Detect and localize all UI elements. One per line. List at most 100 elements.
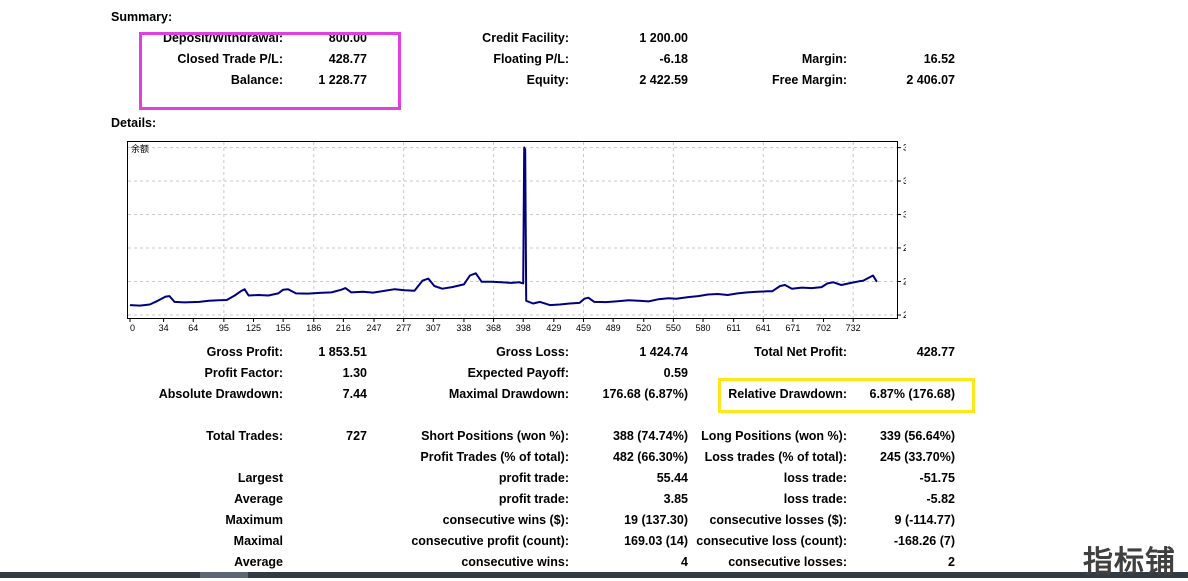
x-tick-label: 580: [696, 323, 711, 333]
stat-value: 176.68 (6.87%): [602, 387, 688, 401]
summary-value: 1 228.77: [318, 73, 367, 87]
stat-value: 19 (137.30): [624, 513, 688, 527]
stat-value: 6.87% (176.68): [869, 387, 955, 401]
x-axis-ticks: 0 34 64 95 125 155 186 216 247 277 307 338 368 398 429…: [129, 318, 861, 333]
x-tick-label: 702: [816, 323, 831, 333]
stat-label: consecutive wins ($):: [442, 513, 569, 527]
stat-label: Profit Factor:: [204, 366, 283, 380]
stat-label: Maximum: [225, 513, 283, 527]
stat-value: 388 (74.74%): [612, 429, 688, 443]
x-tick-label: 64: [188, 323, 198, 333]
summary-value: 428.77: [328, 52, 367, 66]
stat-value: -168.26 (7): [893, 534, 955, 548]
stat-value: 727: [346, 429, 367, 443]
x-tick-label: 34: [159, 323, 169, 333]
stat-value: 3.85: [663, 492, 688, 506]
summary-value: 16.52: [923, 52, 955, 66]
stat-label: Maximal: [233, 534, 283, 548]
x-tick-label: 307: [426, 323, 441, 333]
x-tick-label: 489: [606, 323, 621, 333]
x-tick-label: 186: [306, 323, 321, 333]
stat-value: 4: [681, 555, 688, 569]
y-tick-label: 3066: [903, 210, 906, 220]
stat-value: -51.75: [919, 471, 955, 485]
x-tick-label: 429: [546, 323, 561, 333]
stat-value: 428.77: [916, 345, 955, 359]
summary-label: Balance:: [230, 73, 283, 87]
x-tick-label: 732: [846, 323, 861, 333]
summary-value: -6.18: [659, 52, 689, 66]
x-tick-label: 520: [636, 323, 651, 333]
x-tick-label: 0: [130, 323, 135, 333]
summary-label: Equity:: [526, 73, 569, 87]
watermark-logo: 指标铺: [1083, 545, 1176, 580]
taskbar-strip: [0, 572, 1188, 578]
stat-label: Maximal Drawdown:: [448, 387, 569, 401]
chart-series: [129, 146, 878, 307]
summary-value: 1 200.00: [639, 31, 688, 45]
balance-series-line: [129, 146, 878, 307]
x-tick-label: 216: [336, 323, 351, 333]
stat-label: profit trade:: [498, 471, 569, 485]
stat-value: 1 853.51: [318, 345, 367, 359]
stat-label: Total Net Profit:: [754, 345, 847, 359]
x-tick-label: 247: [367, 323, 382, 333]
summary-label: Closed Trade P/L:: [177, 52, 283, 66]
stat-value: 9 (-114.77): [894, 513, 955, 527]
stat-label: Expected Payoff:: [467, 366, 569, 380]
x-tick-label: 338: [456, 323, 471, 333]
x-tick-label: 671: [785, 323, 800, 333]
stat-label: consecutive wins:: [461, 555, 569, 569]
y-tick-label: 2116: [903, 310, 906, 320]
stat-label: loss trade:: [783, 492, 847, 506]
x-tick-label: 155: [276, 323, 291, 333]
y-tick-label: 3699: [903, 143, 906, 153]
x-tick-label: 459: [576, 323, 591, 333]
stat-value: 1 424.74: [639, 345, 688, 359]
x-tick-label: 368: [486, 323, 501, 333]
x-tick-label: 550: [666, 323, 681, 333]
x-tick-label: 277: [396, 323, 411, 333]
summary-label: Margin:: [801, 52, 847, 66]
stat-label: Loss trades (% of total):: [704, 450, 847, 464]
relative-drawdown-highlight-box: [718, 378, 975, 413]
stat-value: 339 (56.64%): [879, 429, 955, 443]
x-tick-label: 398: [516, 323, 531, 333]
stat-label: Gross Profit:: [206, 345, 283, 359]
stat-value: 0.59: [663, 366, 688, 380]
x-tick-label: 125: [246, 323, 261, 333]
y-tick-label: 2433: [903, 276, 906, 286]
stat-value: 169.03 (14): [624, 534, 688, 548]
taskbar-segment: [200, 572, 248, 578]
stat-label: profit trade:: [498, 492, 569, 506]
stat-label: Relative Drawdown:: [728, 387, 847, 401]
stat-value: 482 (66.30%): [612, 450, 688, 464]
stat-label: Long Positions (won %):: [701, 429, 847, 443]
stat-label: Total Trades:: [206, 429, 283, 443]
stat-value: -5.82: [926, 492, 956, 506]
stat-label: consecutive losses:: [728, 555, 847, 569]
stat-value: 55.44: [656, 471, 688, 485]
x-tick-label: 95: [219, 323, 229, 333]
stat-label: Largest: [237, 471, 283, 485]
summary-label: Credit Facility:: [482, 31, 569, 45]
plot-frame: [127, 141, 898, 319]
stat-value: 1.30: [342, 366, 367, 380]
summary-highlight-box: [139, 32, 401, 110]
stat-label: Average: [234, 555, 283, 569]
chart-title: 余额: [131, 143, 149, 155]
stat-label: consecutive loss (count):: [696, 534, 847, 548]
stat-label: consecutive losses ($):: [709, 513, 847, 527]
summary-value: 2 422.59: [639, 73, 688, 87]
stat-label: Absolute Drawdown:: [158, 387, 283, 401]
chart-grid: [128, 142, 897, 318]
y-tick-label: 2750: [903, 243, 906, 253]
stat-label: loss trade:: [783, 471, 847, 485]
stat-value: 2: [948, 555, 955, 569]
stat-label: Average: [234, 492, 283, 506]
summary-value: 2 406.07: [906, 73, 955, 87]
summary-label: Free Margin:: [771, 73, 847, 87]
